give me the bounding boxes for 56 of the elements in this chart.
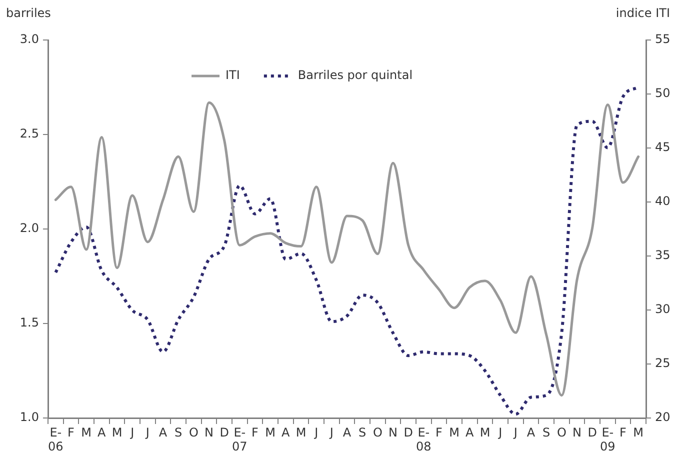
y-tick-label: 3.0 xyxy=(20,32,39,46)
legend-label: ITI xyxy=(226,68,240,82)
x-tick-label: F xyxy=(68,425,75,440)
x-tick-label: J xyxy=(130,425,134,440)
x-tick-label: J xyxy=(512,425,518,440)
y2-tick-label: 50 xyxy=(655,86,670,100)
x-tick-label: N xyxy=(572,425,582,440)
x-tick-label: J xyxy=(328,425,334,440)
x-tick-label: O xyxy=(556,425,566,440)
x-tick-label: M xyxy=(449,425,460,440)
x-tick-label: F xyxy=(436,425,443,440)
x-tick-label: S xyxy=(542,425,550,440)
x-tick-label: J xyxy=(314,425,318,440)
x-tick-label: J xyxy=(498,425,502,440)
x-tick-label: A xyxy=(342,425,352,440)
y2-tick-label: 25 xyxy=(655,356,670,370)
y-tick-label: 1.0 xyxy=(20,410,39,424)
y-tick-label: 1.5 xyxy=(20,316,39,330)
x-tick-label: E- 08 xyxy=(416,425,432,454)
y2-tick-label: 20 xyxy=(655,410,670,424)
y-tick-label: 2.0 xyxy=(20,221,39,236)
x-tick-label: J xyxy=(144,425,150,440)
x-tick-label: D xyxy=(404,425,413,440)
y2-axis-title: indice ITI xyxy=(616,6,670,20)
x-tick-label: O xyxy=(372,425,382,440)
y2-tick-label: 55 xyxy=(655,32,670,46)
x-tick-label: A xyxy=(466,425,475,440)
y2-tick-label: 30 xyxy=(655,302,670,316)
x-tick-label: F xyxy=(620,425,627,440)
x-tick-label: A xyxy=(526,425,536,440)
x-tick-label: M xyxy=(81,425,92,440)
x-tick-label: S xyxy=(174,425,182,440)
y2-tick-label: 40 xyxy=(655,194,670,208)
x-tick-label: E- 07 xyxy=(232,425,248,454)
x-tick-label: D xyxy=(588,425,597,440)
x-tick-label: A xyxy=(158,425,168,440)
x-tick-label: E- 06 xyxy=(48,425,64,454)
x-tick-label: E- 09 xyxy=(600,425,616,454)
x-tick-label: N xyxy=(204,425,214,440)
x-tick-label: A xyxy=(282,425,291,440)
x-tick-label: M xyxy=(265,425,276,440)
x-tick-label: M xyxy=(112,425,122,440)
y2-tick-label: 45 xyxy=(655,140,670,154)
x-tick-label: D xyxy=(220,425,229,440)
y2-tick-label: 35 xyxy=(655,248,670,262)
x-tick-label: N xyxy=(388,425,398,440)
x-tick-label: M xyxy=(296,425,306,440)
x-tick-label: M xyxy=(633,425,644,440)
x-tick-label: M xyxy=(480,425,490,440)
x-tick-label: F xyxy=(252,425,259,440)
x-tick-label: O xyxy=(188,425,198,440)
legend-label: Barriles por quintal xyxy=(298,68,413,82)
y-tick-label: 2.5 xyxy=(20,126,39,141)
x-tick-label: S xyxy=(358,425,366,440)
x-tick-label: A xyxy=(98,425,107,440)
y-axis-title: barriles xyxy=(6,6,51,20)
